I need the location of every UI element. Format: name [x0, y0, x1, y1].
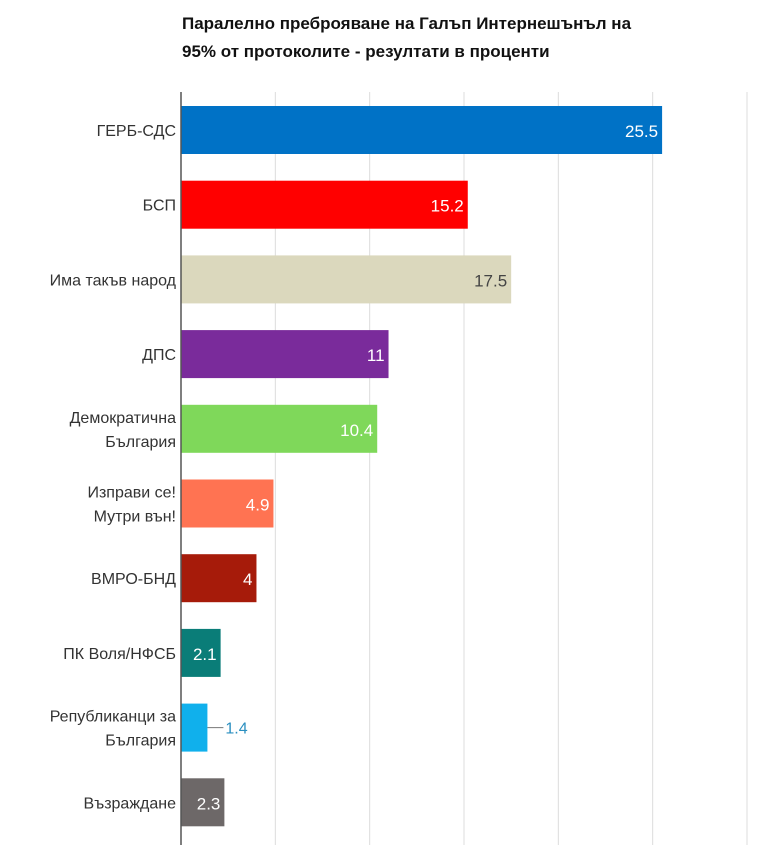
category-label: ВМРО-БНД [91, 571, 176, 588]
value-label: 1.4 [225, 721, 247, 738]
category-label: ГЕРБ-СДС [97, 123, 176, 140]
category-label: ДПС [142, 347, 176, 364]
bar [181, 330, 389, 379]
bar [181, 479, 274, 528]
chart-title-line-2: 95% от протоколите - резултати в процент… [182, 42, 550, 61]
value-label: 4 [243, 570, 252, 589]
category-label: ПК Воля/НФСБ [63, 646, 176, 663]
category-label: Републиканци за България [50, 709, 176, 750]
value-label: 25.5 [625, 122, 658, 141]
bar [181, 554, 257, 603]
chart-title: Паралелно преброяване на Галъп Интернешъ… [182, 10, 742, 66]
category-label: Възраждане [84, 795, 177, 812]
bar [181, 404, 378, 453]
value-label: 10.4 [340, 421, 373, 440]
category-label: БСП [143, 198, 176, 215]
value-label: 15.2 [431, 197, 464, 216]
category-label: Има такъв народ [50, 272, 177, 289]
bar [181, 778, 225, 827]
bar [181, 628, 221, 677]
bar [181, 255, 512, 304]
category-label: Демократична България [70, 410, 177, 451]
value-label: 4.9 [246, 496, 270, 515]
value-label: 17.5 [474, 271, 507, 290]
bar [181, 106, 663, 154]
category-label: Изправи се! Мутри вън! [87, 485, 176, 526]
bar [181, 703, 208, 752]
chart-title-line-1: Паралелно преброяване на Галъп Интернешъ… [182, 14, 632, 33]
value-label: 2.1 [193, 645, 217, 664]
value-label: 11 [367, 346, 385, 365]
bar [181, 180, 468, 229]
value-label: 2.3 [197, 794, 221, 813]
